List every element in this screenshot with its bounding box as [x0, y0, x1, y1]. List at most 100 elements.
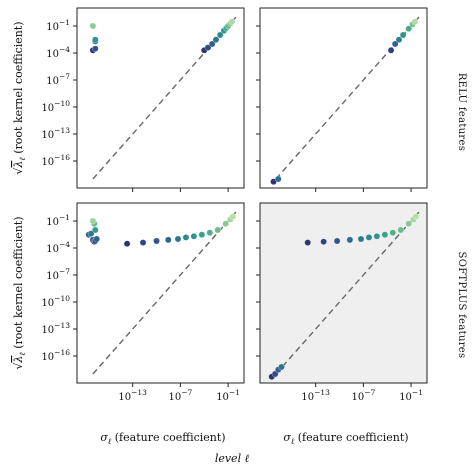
data-point: [397, 226, 405, 234]
x-label-symbol-2: σ: [283, 431, 291, 444]
data-point: [381, 231, 389, 239]
x-tick-label: 10−13: [118, 388, 147, 403]
y-tick-label-base: 10: [46, 217, 59, 228]
data-point: [139, 239, 147, 246]
y-tick-label-base: 10: [46, 22, 59, 33]
x-tick-label-exp: −7: [181, 388, 192, 397]
x-tick-label: 10−1: [399, 388, 423, 403]
reference-line: [92, 211, 237, 375]
data-point: [229, 213, 237, 221]
data-point: [399, 31, 407, 39]
x-tick-label-exp: −13: [314, 388, 330, 397]
y-axis-label: √λℓ (root kernel coefficient): [12, 216, 27, 369]
data-point: [164, 236, 172, 244]
data-point: [216, 31, 224, 39]
y-axis-label-text: √λℓ (root kernel coefficient): [12, 21, 27, 174]
data-point: [123, 240, 131, 248]
y-label-sub: ℓ: [18, 352, 27, 356]
x-tick-label: 10−7: [351, 388, 375, 403]
y-tick-label-exp: −13: [54, 126, 70, 135]
y-tick-label-exp: −13: [54, 321, 70, 330]
data-point: [91, 226, 99, 234]
y-tick-label-exp: −1: [59, 18, 70, 27]
x-label-rest-2: (feature coefficient): [294, 431, 408, 444]
y-tick-label: 10−4: [46, 45, 70, 60]
x-tick-label-base: 10: [168, 392, 181, 403]
y-axis-label-text: √λℓ (root kernel coefficient): [12, 216, 27, 369]
x-tick-label-base: 10: [118, 392, 131, 403]
data-point: [89, 22, 97, 30]
data-point: [153, 237, 160, 245]
x-tick-label-exp: −1: [229, 388, 240, 397]
y-tick-label: 10−13: [41, 321, 70, 336]
row-label-relu: RELU features: [456, 73, 467, 151]
x-tick-label-exp: −13: [131, 388, 147, 397]
x-tick-label: 10−7: [168, 388, 192, 403]
y-tick-label: 10−13: [41, 126, 70, 141]
data-point: [91, 45, 99, 53]
x-tick-label-exp: −1: [412, 388, 423, 397]
panel-background: [260, 203, 427, 383]
y-tick-label-base: 10: [46, 49, 59, 60]
data-point: [208, 40, 216, 48]
axes-text-layer: RELU features SOFTPLUS features σℓ (feat…: [12, 21, 467, 465]
data-point: [222, 220, 230, 228]
x-tick-label-exp: −7: [364, 388, 375, 397]
y-tick-label-exp: −1: [59, 213, 70, 222]
y-tick-label-base: 10: [41, 130, 54, 141]
y-tick-label: 10−10: [41, 294, 70, 309]
colorbar-label: level ℓ: [215, 452, 250, 465]
y-tick-label-exp: −16: [54, 348, 70, 357]
y-tick-label-exp: −4: [59, 240, 70, 249]
y-tick-label-exp: −16: [54, 153, 70, 162]
data-point: [190, 232, 198, 240]
data-point: [206, 229, 214, 237]
y-tick-label-base: 10: [41, 298, 54, 309]
x-axis-label-right: σℓ (feature coefficient): [283, 431, 408, 446]
y-tick-label: 10−1: [46, 213, 70, 228]
y-tick-label-exp: −7: [59, 72, 70, 81]
data-point: [412, 213, 420, 221]
data-point: [278, 363, 285, 371]
data-point: [89, 217, 97, 225]
x-label-symbol: σ: [100, 431, 108, 444]
data-point: [274, 175, 282, 183]
x-tick-label-base: 10: [399, 392, 412, 403]
x-tick-label: 10−13: [301, 388, 330, 403]
data-point: [391, 40, 399, 48]
y-tick-label-base: 10: [41, 157, 54, 168]
y-tick-label-exp: −10: [54, 99, 70, 108]
data-point: [346, 236, 354, 244]
data-point: [333, 237, 341, 245]
panel-frame: [76, 202, 245, 384]
data-point: [91, 36, 99, 44]
x-label-rest: (feature coefficient): [111, 431, 225, 444]
reference-line: [275, 211, 420, 375]
y-tick-label: 10−7: [46, 72, 70, 87]
data-point: [198, 231, 206, 239]
y-tick-label-base: 10: [41, 352, 54, 363]
data-point: [365, 234, 373, 241]
data-point: [214, 226, 222, 234]
y-tick-label-base: 10: [46, 76, 59, 87]
y-label-symbol: λ: [12, 161, 25, 169]
y-tick-label: 10−10: [41, 99, 70, 114]
x-tick-label: 10−1: [216, 388, 240, 403]
data-point: [174, 235, 182, 243]
data-point: [228, 18, 236, 26]
y-tick-label-base: 10: [46, 244, 59, 255]
y-tick-label: 10−1: [46, 18, 70, 33]
y-tick-label-base: 10: [41, 325, 54, 336]
data-point: [405, 25, 413, 33]
y-tick-label: 10−16: [41, 348, 70, 363]
y-label-rest: (root kernel coefficient): [12, 216, 25, 352]
data-point: [411, 18, 419, 26]
panel-background: [77, 203, 244, 383]
panel-frame: [259, 7, 428, 189]
panels-layer: 10−110−410−710−1010−1310−1610−110−410−71…: [41, 7, 428, 403]
x-tick-label-base: 10: [351, 392, 364, 403]
data-point: [395, 36, 403, 44]
